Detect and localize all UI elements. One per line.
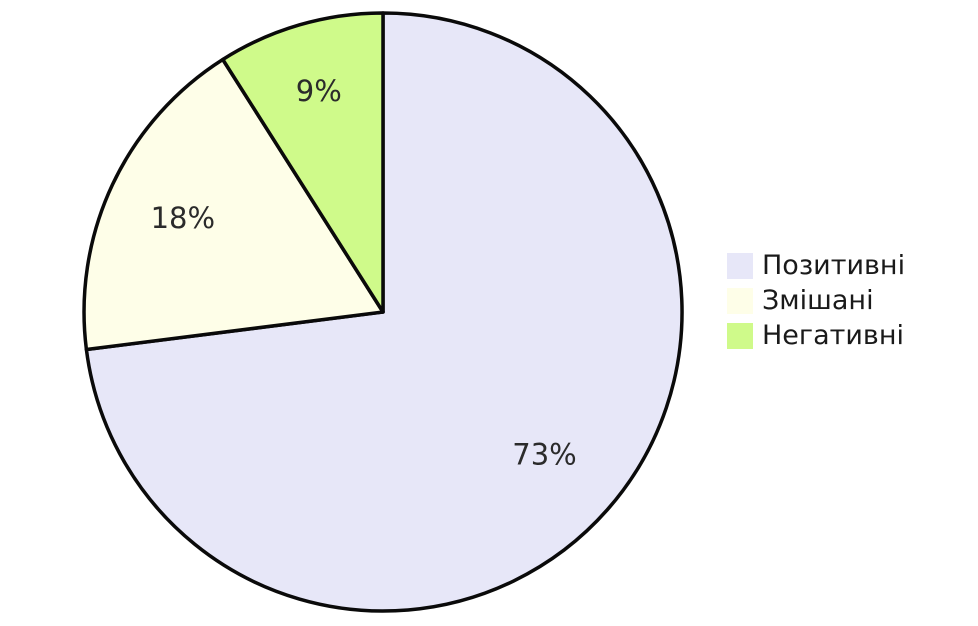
legend-label-mixed: Змішані xyxy=(762,285,874,316)
slice-label-Змішані: 18% xyxy=(151,201,215,235)
legend: Позитивні Змішані Негативні xyxy=(727,252,905,357)
legend-item-positive: Позитивні xyxy=(727,252,905,279)
legend-label-negative: Негативні xyxy=(762,320,904,351)
pie-slice-labels: 73% 18% 9% xyxy=(151,74,577,471)
pie-wedge-Змішані xyxy=(82,57,385,352)
legend-swatch-positive xyxy=(727,252,753,279)
pie-wedges xyxy=(82,11,684,613)
pie-wedge-Негативні xyxy=(221,11,385,314)
legend-swatch-negative xyxy=(727,322,753,349)
legend-label-positive: Позитивні xyxy=(762,250,906,281)
legend-item-negative: Негативні xyxy=(727,322,905,349)
slice-label-Позитивні: 73% xyxy=(512,437,576,471)
legend-item-mixed: Змішані xyxy=(727,287,905,314)
legend-swatch-mixed xyxy=(727,287,753,314)
slice-label-Негативні: 9% xyxy=(296,74,342,108)
